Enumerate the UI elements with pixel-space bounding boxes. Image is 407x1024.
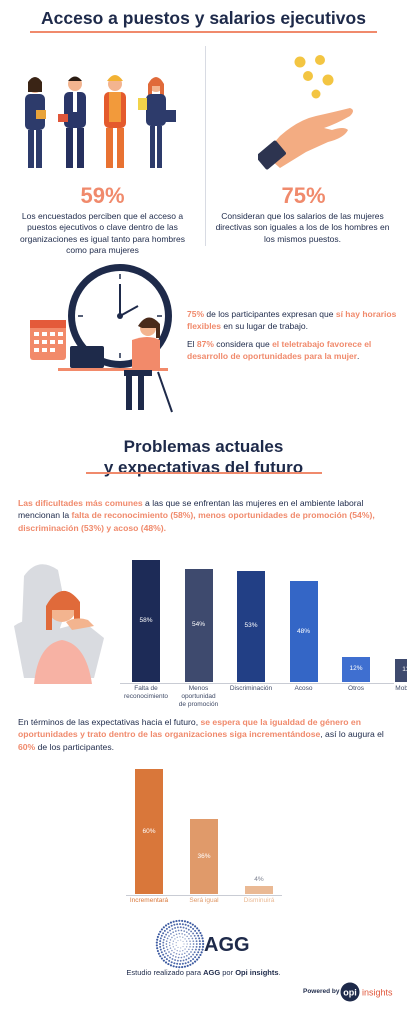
difficulties-text: a las que se enfrentan las mujeres en el… [18, 498, 364, 521]
agg-logo-text: AGG [204, 934, 250, 956]
chart-expectations-axis [126, 895, 282, 896]
difficulties-bar: 58% [132, 560, 160, 682]
study-credit: Estudio realizado para AGG por Opi insig… [0, 968, 407, 977]
stat-text-salary: Consideran que los salarios de las mujer… [215, 211, 390, 244]
telework-highlight: el teletrabajo favorece el desarrollo de… [187, 339, 372, 361]
opi-logo-text: opi [343, 988, 357, 998]
difficulties-highlight-a: Las dificultades más comunes [18, 498, 143, 508]
clock-remote-work-illustration [30, 264, 173, 413]
credit-agg: AGG [203, 968, 221, 977]
stat-value-salary: 75% [281, 183, 326, 208]
expectations-value-label: 36% [197, 852, 211, 860]
expectations-bar: 36% [190, 819, 218, 894]
expectations-category-label: Será igual [189, 897, 219, 904]
flex-hours-highlight: sí hay horarios flexibles [187, 309, 397, 331]
future-text-a: En términos de las expectativas hacia el… [18, 717, 201, 727]
credit-opi: Opi insights [235, 968, 279, 977]
expectations-category-label: Disminuirá [243, 897, 275, 904]
difficulties-value-label: 48% [296, 627, 310, 635]
page-title: Acceso a puestos y salarios ejecutivos [41, 8, 366, 28]
difficulties-paragraph: Las dificultades más comunes a las que s… [18, 497, 390, 534]
difficulties-category-label: Mobbling [395, 685, 407, 692]
credit-text-c: . [278, 968, 281, 977]
difficulties-category-label: Falta de reconocimiento [123, 685, 169, 701]
chart-difficulties-axis [120, 683, 394, 684]
insights-logo-text: insights [362, 988, 393, 998]
difficulties-category-label: Otros [348, 685, 364, 692]
telework-percent: 87% [196, 339, 214, 349]
expectations-value-label: 4% [254, 875, 264, 883]
opi-insights-logo: opi insights [340, 982, 393, 1002]
agg-logo: AGG [155, 919, 250, 969]
difficulties-category-label: Discriminación [229, 685, 273, 692]
expectations-value-label: 60% [142, 827, 156, 835]
telework-text: El 87% considera que el teletrabajo favo… [187, 339, 397, 363]
flex-hours-text-a: de los participantes expresan que [204, 309, 336, 319]
flex-hours-percent: 75% [187, 309, 205, 319]
difficulties-bar: 12% [342, 656, 370, 682]
telework-text-b: considera que [213, 339, 273, 349]
future-highlight: se espera que la igualdad de género en o… [18, 717, 361, 740]
column-divider [205, 46, 206, 246]
section-title-line1: Problemas actuales [123, 437, 284, 456]
difficulties-bar: 48% [289, 581, 318, 682]
stat-value-access: 59% [80, 183, 125, 208]
powered-by-label: Powered by [303, 988, 340, 995]
difficulties-bar: 11% [394, 658, 407, 682]
difficulties-value-label: 58% [139, 617, 153, 625]
flex-hours-text-b: en su lugar de trabajo. [221, 320, 308, 331]
expectations-bar [245, 885, 273, 894]
difficulties-category-label: Acoso [294, 685, 313, 692]
difficulties-value-label: 54% [191, 621, 205, 629]
difficulties-bar: 54% [184, 568, 213, 682]
credit-text-b: por [220, 968, 236, 977]
difficulties-value-label: 11% [402, 666, 407, 674]
harassed-woman-illustration [14, 564, 104, 684]
section-title-underline [86, 472, 322, 474]
future-text-b: , así lo augura el [320, 729, 384, 740]
expectations-bar: 60% [135, 769, 163, 894]
telework-text-c: . [357, 350, 360, 361]
title-underline [30, 31, 377, 33]
difficulties-value-label: 12% [349, 665, 363, 673]
future-percent: 60% [18, 741, 36, 752]
professionals-illustration [25, 75, 176, 168]
expectations-category-label: Incrementará [129, 897, 169, 904]
difficulties-highlight-b: falta de reconocimiento (58%), menos opo… [18, 510, 375, 533]
telework-text-a: El [187, 339, 197, 349]
credit-text-a: Estudio realizado para [126, 968, 204, 977]
future-text-c: de los participantes. [35, 741, 115, 752]
difficulties-bar: 53% [237, 570, 265, 682]
flex-hours-text: 75% de los participantes expresan que sí… [187, 309, 397, 333]
section-title-line2: y expectativas del futuro [103, 458, 304, 477]
future-paragraph: En términos de las expectativas hacia el… [18, 716, 390, 753]
difficulties-category-label: Menos oportunidad de promoción [178, 685, 219, 709]
hand-coins-illustration [258, 55, 353, 170]
difficulties-value-label: 53% [244, 622, 258, 630]
stat-text-access: Los encuestados perciben que el acceso a… [20, 211, 185, 256]
